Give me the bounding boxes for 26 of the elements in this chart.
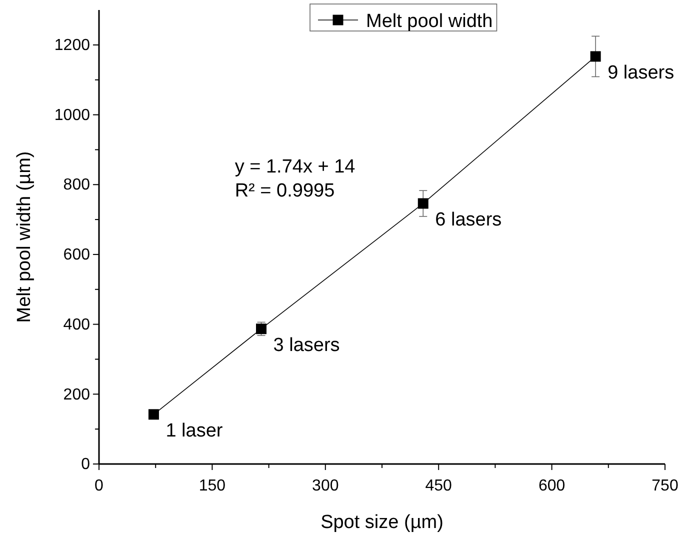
annotation: 1 laser — [166, 420, 224, 442]
point — [256, 324, 266, 334]
point — [590, 51, 601, 62]
legend-label: Melt pool width — [366, 11, 493, 32]
annotation: 9 lasers — [608, 62, 674, 84]
point — [418, 198, 428, 209]
y-tick-label: 1000 — [54, 106, 90, 124]
x-tick-label: 450 — [425, 478, 452, 495]
annotation: 6 lasers — [435, 209, 502, 230]
x-tick-label: 0 — [94, 478, 104, 495]
annotation: 3 lasers — [273, 334, 340, 356]
y-tick-label: 600 — [63, 246, 90, 264]
x-axis-title: Spot size (µm) — [320, 512, 444, 533]
y-tick-label: 400 — [63, 316, 90, 334]
x-tick-label: 600 — [538, 478, 566, 495]
y-tick-label: 0 — [81, 456, 90, 474]
x-tick-label: 150 — [198, 478, 226, 495]
y-tick-label: 1200 — [54, 37, 90, 54]
x-tick-label: 300 — [312, 478, 339, 495]
y-tick-label: 800 — [63, 176, 90, 194]
point — [148, 409, 159, 420]
y-tick-label: 200 — [63, 386, 90, 404]
y-axis-title: Melt pool width (µm) — [14, 151, 35, 323]
annotation: R² = 0.9995 — [234, 180, 335, 202]
annotation: y = 1.74x + 14 — [234, 156, 356, 178]
x-tick-label: 750 — [652, 478, 678, 495]
